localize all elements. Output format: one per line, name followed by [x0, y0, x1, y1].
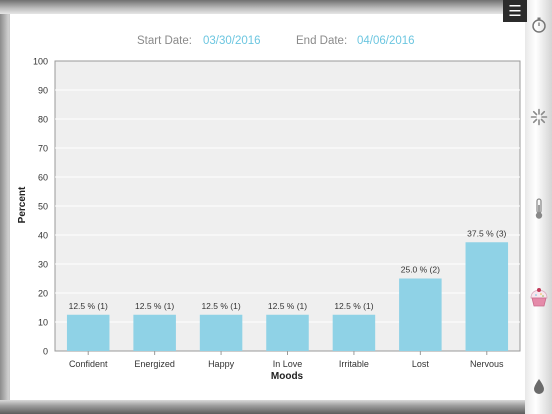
date-filter-row: Start Date: 03/30/2016 End Date: 04/06/2…	[0, 35, 552, 51]
bar-energized[interactable]	[133, 314, 176, 351]
bar-lost[interactable]	[399, 278, 442, 352]
bar-data-label: 12.5 % (1)	[201, 301, 240, 311]
bar-confident[interactable]	[66, 314, 110, 351]
x-tick-label: Nervous	[470, 359, 504, 369]
y-tick-label: 70	[38, 144, 48, 154]
x-tick-label: Lost	[412, 359, 430, 369]
y-tick-label: 0	[43, 347, 48, 357]
start-date-value[interactable]: 03/30/2016	[203, 35, 261, 47]
end-date-value[interactable]: 04/06/2016	[357, 35, 415, 47]
bar-nervous[interactable]	[465, 242, 509, 351]
bar-happy[interactable]	[199, 314, 243, 351]
y-tick-label: 40	[38, 231, 48, 241]
end-date-label: End Date:	[296, 35, 348, 47]
menu-icon: ☰	[508, 3, 522, 20]
menu-button[interactable]: ☰	[503, 0, 527, 22]
start-date-label: Start Date:	[137, 35, 192, 47]
x-tick-label: Energized	[134, 359, 175, 369]
y-tick-label: 90	[38, 86, 48, 96]
drop-icon[interactable]	[525, 378, 552, 394]
x-tick-label: Happy	[208, 359, 235, 369]
frame-bottom	[0, 400, 552, 414]
y-tick-label: 60	[38, 173, 48, 183]
stopwatch-icon[interactable]	[525, 16, 552, 34]
bar-in-love[interactable]	[266, 314, 309, 351]
cupcake-icon[interactable]	[525, 285, 552, 309]
bar-data-label: 12.5 % (1)	[135, 301, 174, 311]
x-axis-label: Moods	[271, 371, 304, 382]
y-tick-label: 20	[38, 289, 48, 299]
x-tick-label: Irritable	[339, 359, 369, 369]
bar-data-label: 12.5 % (1)	[268, 301, 307, 311]
frame-top	[0, 0, 552, 14]
y-tick-label: 10	[38, 318, 48, 328]
x-tick-label: Confident	[69, 359, 108, 369]
bar-data-label: 12.5 % (1)	[334, 301, 373, 311]
y-axis-label: Percent	[17, 186, 28, 223]
bar-data-label: 25.0 % (2)	[401, 265, 440, 275]
y-tick-label: 30	[38, 260, 48, 270]
y-tick-label: 80	[38, 115, 48, 125]
bar-irritable[interactable]	[332, 314, 376, 351]
bar-data-label: 12.5 % (1)	[69, 301, 108, 311]
y-tick-label: 100	[33, 57, 48, 67]
y-tick-label: 50	[38, 202, 48, 212]
bar-data-label: 37.5 % (3)	[467, 228, 506, 238]
burst-icon[interactable]	[525, 108, 552, 126]
x-tick-label: In Love	[273, 359, 303, 369]
thermometer-icon[interactable]	[525, 198, 552, 220]
